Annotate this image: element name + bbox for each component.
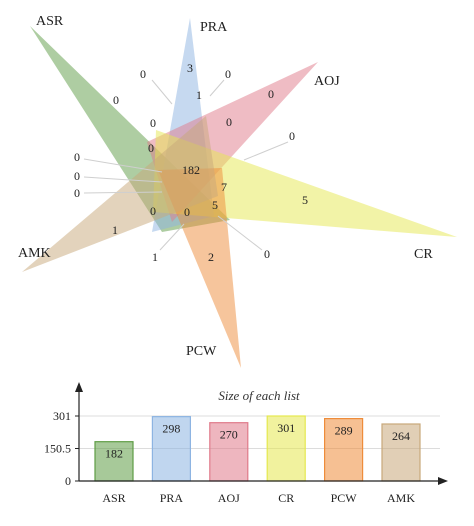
set-label-pra: PRA <box>200 20 228 35</box>
venn-leader-lines <box>83 79 289 251</box>
bar-cr <box>266 415 306 482</box>
venn-count: 3 <box>187 61 193 75</box>
venn-count: 0 <box>113 93 119 107</box>
venn-count: 0 <box>74 186 80 200</box>
set-label-cr: CR <box>414 247 433 262</box>
venn-count: 0 <box>74 169 80 183</box>
y-axis-arrow <box>75 382 83 392</box>
chart-title: Size of each list <box>218 388 300 403</box>
y-axis-ticks: 0 150.5 301 <box>44 409 79 488</box>
venn-count: 5 <box>212 198 218 212</box>
set-label-pcw: PCW <box>186 344 217 359</box>
bar-value-label: 270 <box>220 428 238 442</box>
venn-count: 1 <box>196 88 202 102</box>
bars <box>94 415 421 482</box>
bar-asr <box>94 441 134 482</box>
venn-count: 0 <box>264 247 270 261</box>
bar-value-label: 182 <box>105 447 123 461</box>
x-axis-arrow <box>438 477 448 485</box>
x-tick-label: AOJ <box>218 491 240 505</box>
venn-count: 0 <box>148 141 154 155</box>
venn-count: 0 <box>150 116 156 130</box>
venn-count: 0 <box>268 87 274 101</box>
venn-count: 0 <box>140 67 146 81</box>
x-axis-categories: ASR PRA AOJ CR PCW AMK <box>102 491 415 505</box>
venn-count: 0 <box>150 204 156 218</box>
bar-amk <box>381 423 421 482</box>
venn-count: 0 <box>225 67 231 81</box>
venn-count: 1 <box>112 223 118 237</box>
bar-pcw <box>324 417 364 482</box>
set-label-asr: ASR <box>36 14 64 29</box>
bar-value-label: 301 <box>277 421 295 435</box>
venn-count: 2 <box>208 250 214 264</box>
bar-value-label: 298 <box>162 422 180 436</box>
y-tick-label: 301 <box>53 409 71 423</box>
bar-aoj <box>209 422 249 482</box>
x-tick-label: PCW <box>331 491 358 505</box>
x-tick-label: AMK <box>387 491 415 505</box>
set-shape-cr <box>153 130 457 237</box>
venn-count: 5 <box>302 193 308 207</box>
y-tick-label: 0 <box>65 474 71 488</box>
bar-value-labels: 182 298 270 301 289 264 <box>105 421 410 461</box>
venn-count: 0 <box>74 150 80 164</box>
set-label-aoj: AOJ <box>314 74 340 89</box>
y-tick-label: 150.5 <box>44 442 71 456</box>
venn-count: 0 <box>184 205 190 219</box>
venn-diagram: ASR PRA AOJ CR PCW AMK 0 3 0 1 0 0 0 0 0… <box>18 14 457 368</box>
venn-count: 1 <box>152 250 158 264</box>
set-label-amk: AMK <box>18 246 51 261</box>
bar-pra <box>151 416 191 482</box>
bar-value-label: 289 <box>335 424 353 438</box>
venn-count: 7 <box>221 180 227 194</box>
venn-count: 0 <box>226 115 232 129</box>
venn-count: 182 <box>182 163 200 177</box>
x-tick-label: ASR <box>102 491 125 505</box>
chart-gridlines <box>79 415 440 449</box>
bar-value-label: 264 <box>392 429 410 443</box>
set-shape-amk <box>22 116 218 272</box>
venn-count: 0 <box>289 129 295 143</box>
x-tick-label: CR <box>278 491 294 505</box>
bar-chart: Size of each list 0 150.5 301 182 298 270 301… <box>44 382 448 505</box>
x-tick-label: PRA <box>160 491 184 505</box>
